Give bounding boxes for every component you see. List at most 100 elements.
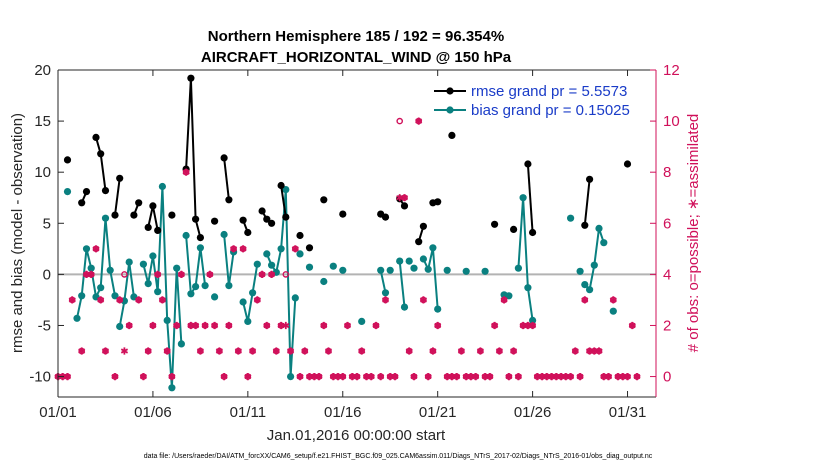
rmse-line-segment-3	[114, 178, 121, 216]
assimilated-point-18	[154, 270, 162, 278]
bias-line-segment-20	[422, 246, 439, 310]
assimilated-point-32	[220, 373, 228, 381]
bias-point-7-2	[249, 289, 257, 297]
rmse-point-2-1	[97, 150, 105, 158]
bias-point-12-0	[329, 262, 337, 270]
assimilated-point-29	[206, 270, 214, 278]
assimilated-point-27	[196, 347, 204, 355]
legend-bias-label: bias grand pr = 0.15025	[471, 102, 630, 119]
rmse-point-1-0	[78, 199, 86, 207]
assimilated-point-89	[495, 347, 503, 355]
bias-point-9-0	[296, 250, 304, 258]
assimilated-point-105	[571, 347, 579, 355]
rmse-point-20-1	[434, 198, 442, 206]
bias-point-4-0	[182, 231, 190, 240]
y-ticks-right: 0 2 4 6 8 10 12	[650, 62, 680, 386]
assimilated-point-33	[225, 321, 233, 330]
legend-bias-marker	[446, 106, 454, 114]
assimilated-point-57	[339, 373, 347, 381]
assimilated-point-23	[177, 270, 185, 278]
assimilated-point-48	[296, 373, 304, 381]
rmse-point-24-1	[529, 228, 537, 237]
x-tick-label-3: 01/16	[324, 404, 362, 421]
bias-line-segment-7	[242, 264, 259, 323]
rmse-point-19-0	[415, 238, 423, 246]
rmse-point-23-0	[509, 225, 518, 233]
assimilated-point-31	[215, 347, 223, 355]
rmse-point-21-0	[448, 131, 456, 139]
bias-point-24-1	[505, 292, 513, 300]
y-ticks-left: -10 -5 0 5 10 15 20	[29, 62, 64, 386]
y-tick-label-4: 10	[34, 164, 51, 181]
bias-point-25-1	[519, 194, 527, 202]
assimilated-point-8	[97, 296, 105, 304]
bias-point-3-5	[163, 316, 171, 324]
assimilated-point-61	[358, 347, 366, 355]
bias-point-28-0	[581, 281, 589, 289]
assimilated-point-30	[211, 321, 219, 330]
bias-point-4-1	[187, 290, 195, 298]
assimilated-point-26	[192, 321, 200, 330]
assimilated-point-15	[139, 373, 147, 381]
assimilated-point-16	[144, 347, 152, 355]
rmse-point-11-1	[263, 215, 271, 223]
bias-point-22-0	[462, 267, 470, 275]
rmse-line-segment-24	[526, 163, 534, 233]
assimilated-point-88	[491, 321, 499, 330]
bias-point-10-0	[305, 263, 314, 271]
rmse-point-10-0	[239, 216, 247, 224]
assimilated-point-104	[567, 373, 575, 381]
bias-point-8-6	[291, 294, 299, 302]
axes-frame	[57, 69, 657, 398]
assimilated-point-74	[419, 296, 428, 304]
assimilated-point-7	[92, 245, 100, 253]
bias-point-8-1	[268, 261, 276, 269]
bias-point-26-0	[567, 214, 575, 222]
bias-point-29-0	[609, 307, 617, 315]
assimilated-point-77	[434, 321, 442, 330]
y-right-tick-label-5: 10	[663, 113, 680, 130]
rmse-point-5-0	[144, 223, 152, 231]
y-axis-label-left: rmse and bias (model - observation)	[9, 113, 26, 353]
bias-point-28-1	[586, 286, 594, 294]
bias-point-1-8	[111, 292, 119, 300]
bias-point-17-0	[396, 257, 404, 265]
assimilated-point-110	[595, 347, 603, 355]
data-file-footnote: data file: /Users/raeder/DAI/ATM_forcXX/…	[144, 453, 653, 460]
rmse-point-9-0	[220, 154, 228, 162]
bias-point-3-1	[144, 280, 152, 288]
rmse-line-segment-7	[185, 77, 202, 238]
assimilated-point-49	[301, 347, 309, 355]
y-right-tick-label-6: 12	[663, 62, 680, 79]
assimilated-point-47	[291, 245, 299, 253]
assimilated-point-81	[457, 347, 465, 355]
rmse-point-11-0	[258, 207, 266, 215]
x-tick-label-5: 01/26	[514, 404, 552, 421]
y-tick-label-3: 5	[43, 215, 51, 232]
bias-line-segment-25	[517, 196, 534, 321]
assimilated-point-63	[367, 373, 375, 381]
rmse-point-4-0	[130, 211, 138, 219]
bias-point-17-1	[400, 303, 409, 311]
x-tick-label-0: 01/01	[39, 404, 77, 421]
bias-point-6-1	[225, 282, 233, 290]
bias-point-8-5	[287, 373, 295, 381]
y-right-tick-label-0: 0	[663, 369, 671, 386]
bias-point-27-0	[576, 267, 584, 275]
rmse-point-0-0	[63, 156, 72, 164]
assimilated-point-13	[125, 321, 133, 330]
assimilated-point-87	[486, 373, 494, 381]
assimilated-point-42	[268, 270, 276, 278]
assimilated-point-65	[377, 373, 385, 381]
rmse-point-18-1	[400, 202, 409, 210]
assimilated-point-19	[158, 296, 166, 304]
rmse-point-3-0	[111, 211, 119, 219]
assimilated-point-41	[263, 321, 271, 330]
rmse-point-7-3	[196, 234, 204, 242]
rmse-point-1-1	[82, 188, 91, 196]
assimilated-point-72	[410, 373, 418, 381]
bias-line-segment-15	[379, 270, 387, 294]
assimilated-point-38	[249, 347, 257, 355]
y-right-tick-label-2: 4	[663, 266, 671, 283]
